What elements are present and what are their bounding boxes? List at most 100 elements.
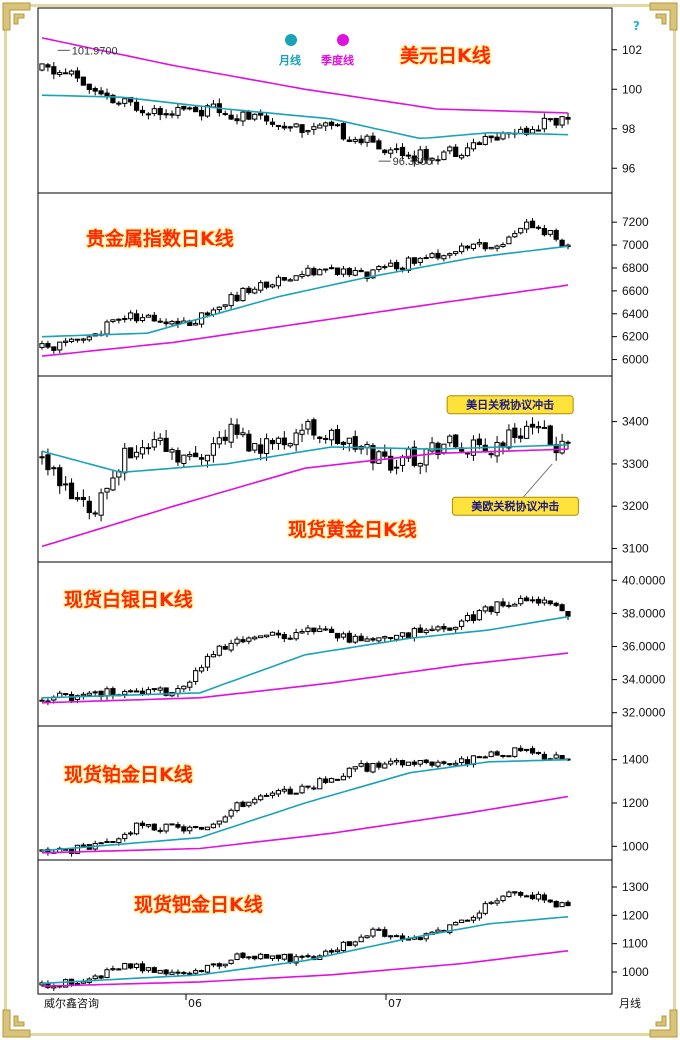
candle-up bbox=[151, 108, 157, 115]
candle-up bbox=[482, 606, 488, 612]
candle-down bbox=[92, 88, 98, 92]
candle-up bbox=[488, 751, 494, 758]
candle-up bbox=[476, 912, 482, 919]
candle-up bbox=[512, 603, 518, 607]
panel-title: 美元日K线 bbox=[400, 44, 491, 67]
candle-up bbox=[293, 632, 299, 640]
candle-down bbox=[382, 929, 388, 937]
candle-down bbox=[269, 439, 276, 445]
period-label[interactable]: 月线 bbox=[619, 996, 641, 1010]
candle-up bbox=[222, 963, 228, 967]
candle-down bbox=[340, 441, 347, 445]
candle-down bbox=[45, 64, 51, 68]
candle-down bbox=[494, 751, 500, 756]
candle-down bbox=[435, 159, 441, 162]
candle-up bbox=[98, 492, 104, 516]
candle-up bbox=[63, 72, 69, 75]
candle-up bbox=[340, 941, 347, 952]
candle-down bbox=[281, 277, 287, 281]
candle-up bbox=[317, 269, 323, 276]
help-icon[interactable]: ? bbox=[633, 19, 640, 33]
candle-down bbox=[411, 155, 417, 162]
candle-down bbox=[234, 294, 240, 302]
candle-down bbox=[128, 447, 134, 459]
candle-down bbox=[92, 512, 98, 515]
y-tick-label: 7000 bbox=[622, 238, 649, 252]
candle-up bbox=[252, 288, 258, 294]
ma-quarter-line bbox=[41, 950, 569, 987]
candle-down bbox=[334, 632, 341, 639]
candle-up bbox=[133, 822, 140, 835]
candle-up bbox=[80, 338, 86, 341]
candle-down bbox=[151, 967, 157, 973]
candle-up bbox=[240, 287, 246, 302]
candle-up bbox=[352, 941, 358, 946]
candle-down bbox=[399, 267, 406, 270]
candle-up bbox=[447, 435, 453, 444]
candle-up bbox=[210, 654, 216, 658]
candle-up bbox=[464, 147, 471, 157]
candle-up bbox=[470, 916, 477, 921]
candle-down bbox=[559, 604, 565, 612]
candle-up bbox=[482, 135, 488, 145]
candle-up bbox=[145, 314, 151, 318]
candle-up bbox=[323, 122, 329, 127]
ma-month-line bbox=[41, 444, 569, 474]
candle-up bbox=[417, 149, 423, 163]
candle-up bbox=[447, 924, 453, 934]
candle-down bbox=[447, 627, 453, 631]
candle-up bbox=[51, 467, 57, 470]
candle-up bbox=[328, 267, 335, 270]
candle-up bbox=[122, 318, 128, 321]
candle-down bbox=[198, 457, 205, 460]
candle-up bbox=[494, 245, 500, 249]
candle-down bbox=[116, 968, 122, 971]
candle-up bbox=[453, 762, 459, 766]
candle-down bbox=[370, 445, 376, 464]
candle-down bbox=[157, 107, 163, 116]
candle-up bbox=[464, 615, 471, 622]
candle-down bbox=[559, 239, 565, 248]
teal-ball-icon bbox=[285, 34, 297, 46]
candle-down bbox=[228, 114, 234, 120]
candle-down bbox=[328, 121, 335, 126]
candle-up bbox=[68, 70, 75, 75]
candle-down bbox=[175, 971, 181, 974]
frame-corner-ornament-icon bbox=[649, 2, 678, 31]
candle-up bbox=[116, 102, 122, 105]
candle-down bbox=[269, 121, 276, 125]
candle-up bbox=[269, 792, 276, 796]
candle-down bbox=[500, 754, 506, 757]
candle-up bbox=[275, 790, 282, 795]
candle-up bbox=[216, 306, 222, 311]
candle-up bbox=[376, 451, 382, 464]
candle-up bbox=[198, 667, 205, 672]
candle-up bbox=[139, 447, 146, 455]
candle-up bbox=[500, 244, 506, 247]
candle-up bbox=[234, 802, 240, 812]
candle-up bbox=[417, 462, 423, 467]
panel-title: 贵金属指数日K线 bbox=[86, 227, 234, 250]
candle-up bbox=[181, 685, 187, 690]
candle-down bbox=[98, 842, 104, 845]
frame-edge-right bbox=[673, 30, 676, 1010]
y-tick-label: 1000 bbox=[622, 965, 649, 979]
candle-down bbox=[529, 894, 536, 900]
candle-down bbox=[287, 953, 293, 963]
candle-up bbox=[104, 841, 110, 844]
candle-up bbox=[193, 970, 199, 974]
candle-up bbox=[346, 437, 352, 444]
candle-up bbox=[352, 635, 358, 643]
candle-down bbox=[163, 437, 169, 452]
candle-up bbox=[281, 788, 287, 792]
candle-down bbox=[139, 690, 146, 694]
candle-up bbox=[281, 953, 287, 960]
candle-up bbox=[63, 340, 69, 343]
candle-down bbox=[80, 76, 86, 86]
callout-label: 美日关税协议冲击 bbox=[466, 398, 554, 412]
candle-down bbox=[334, 267, 341, 275]
candle-down bbox=[346, 632, 352, 643]
candle-down bbox=[74, 497, 81, 500]
